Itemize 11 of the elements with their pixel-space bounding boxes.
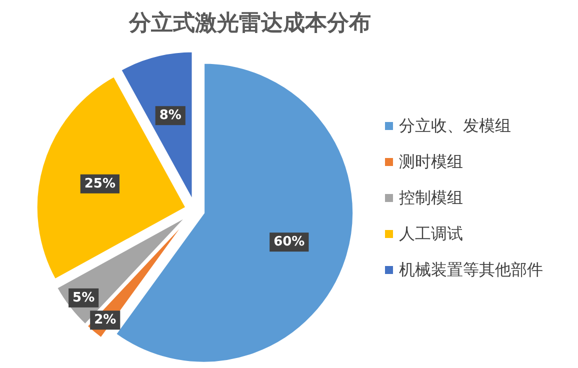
- data-label: 5%: [72, 290, 95, 306]
- legend-label: 机械装置等其他部件: [399, 260, 543, 279]
- legend-label: 分立收、发模组: [399, 116, 511, 135]
- chart-title: 分立式激光雷达成本分布: [128, 10, 371, 36]
- legend-label: 控制模组: [399, 188, 463, 207]
- legend-label: 测时模组: [399, 152, 463, 171]
- data-label: 2%: [94, 312, 116, 328]
- data-label: 60%: [274, 234, 305, 250]
- legend-label: 人工调试: [399, 224, 463, 243]
- data-label: 8%: [159, 108, 182, 124]
- data-label: 25%: [84, 176, 116, 192]
